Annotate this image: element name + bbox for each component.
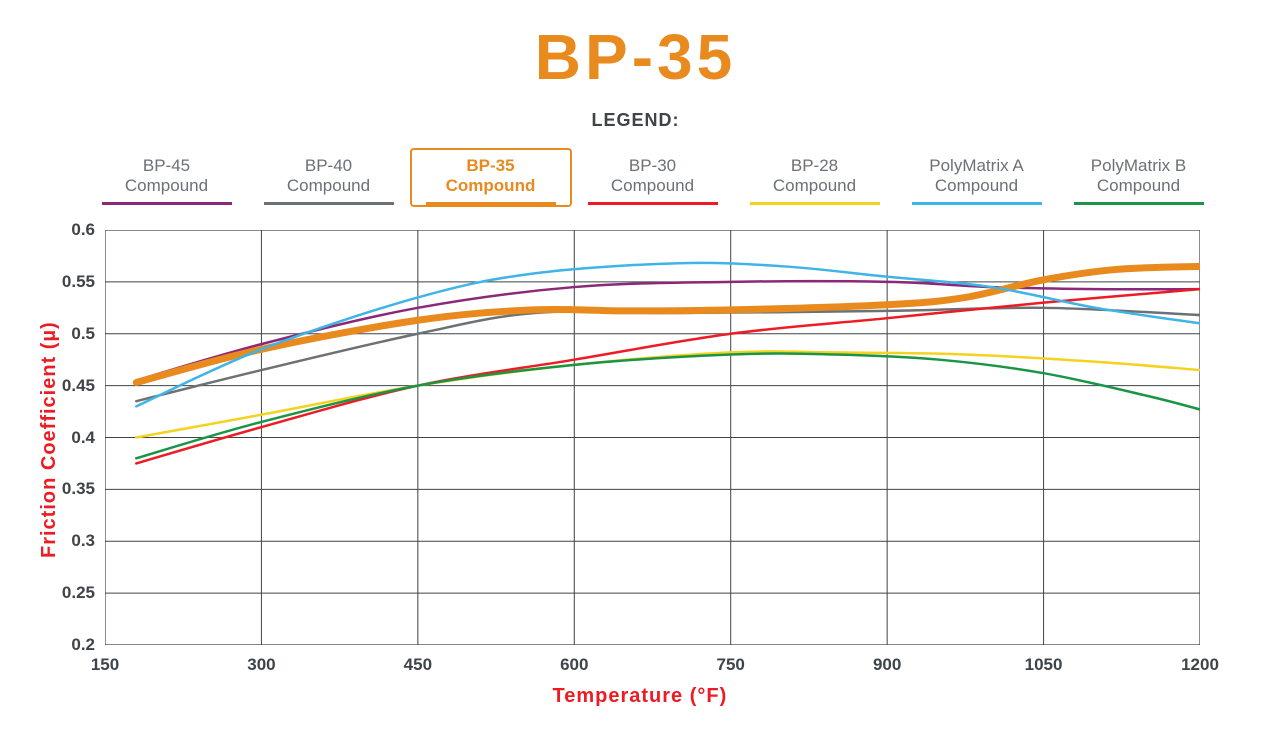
legend-item-label: BP-30 Compound [611,156,694,196]
series-line [136,351,1200,437]
legend-item: PolyMatrix B Compound [1058,148,1220,207]
series-line [136,354,1200,459]
legend-item: BP-28 Compound [734,148,896,207]
legend-swatch [102,202,232,205]
y-axis-label: Friction Coefficient (µ) [38,321,61,558]
legend-item-label: BP-40 Compound [287,156,370,196]
y-tick-label: 0.25 [62,583,95,603]
legend-item-label: BP-28 Compound [773,156,856,196]
x-tick-label: 1050 [1019,655,1069,675]
y-tick-label: 0.55 [62,272,95,292]
friction-chart [105,230,1200,645]
x-tick-label: 750 [706,655,756,675]
legend-item-label: BP-35 Compound [446,156,536,196]
legend-swatch [588,202,718,205]
y-tick-label: 0.35 [62,479,95,499]
page-title: BP-35 [0,20,1271,94]
legend-swatch [264,202,394,205]
legend: BP-45 Compound BP-40 Compound BP-35 Compou… [105,148,1200,207]
y-tick-label: 0.2 [71,635,95,655]
x-tick-label: 300 [236,655,286,675]
legend-swatch [750,202,880,205]
series-line [136,308,1200,401]
x-tick-label: 600 [549,655,599,675]
x-tick-label: 450 [393,655,443,675]
legend-item: BP-35 Compound [410,148,572,207]
y-tick-label: 0.3 [71,531,95,551]
y-tick-label: 0.6 [71,220,95,240]
x-axis-label: Temperature (°F) [553,685,728,708]
legend-item-label: PolyMatrix B Compound [1091,156,1186,196]
legend-item: BP-30 Compound [572,148,734,207]
y-tick-label: 0.45 [62,376,95,396]
x-tick-label: 900 [862,655,912,675]
x-tick-label: 1200 [1175,655,1225,675]
legend-item: BP-40 Compound [248,148,410,207]
y-tick-label: 0.5 [71,324,95,344]
legend-item: BP-45 Compound [86,148,248,207]
legend-item-label: BP-45 Compound [125,156,208,196]
y-tick-label: 0.4 [71,428,95,448]
legend-swatch [1074,202,1204,205]
x-tick-label: 150 [80,655,130,675]
legend-item: PolyMatrix A Compound [896,148,1058,207]
legend-label: LEGEND: [0,110,1271,131]
legend-item-label: PolyMatrix A Compound [929,156,1023,196]
legend-swatch [912,202,1042,205]
legend-swatch [426,202,556,205]
